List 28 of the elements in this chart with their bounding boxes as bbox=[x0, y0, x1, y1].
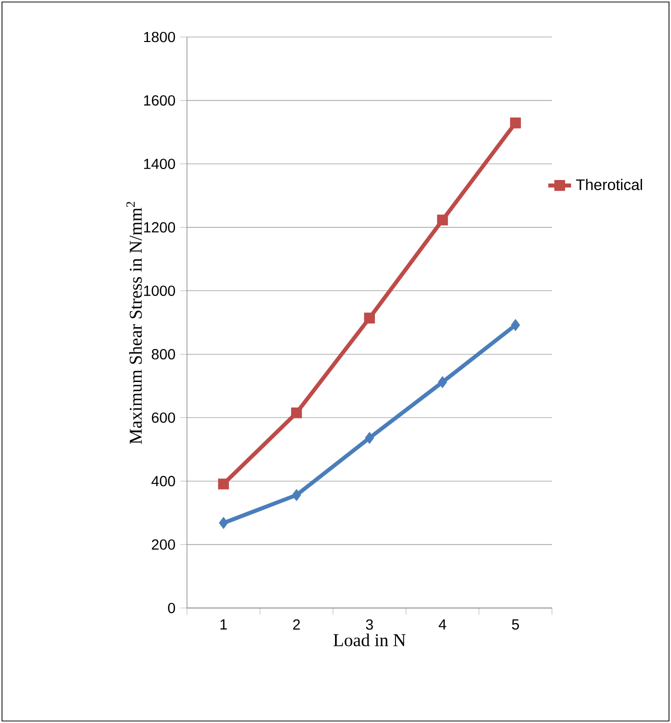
y-axis-title: Maximum Shear Stress in N/mm$^{2}$ bbox=[126, 202, 142, 444]
point bbox=[291, 408, 302, 418]
y-tick-label: 0 bbox=[168, 602, 176, 614]
x-tick-label: 3 bbox=[366, 619, 373, 630]
y-tick-label: 1600 bbox=[144, 95, 176, 106]
x-tick-label: 5 bbox=[512, 619, 519, 630]
point bbox=[364, 432, 374, 444]
y-tick-label: 1400 bbox=[144, 158, 176, 170]
point bbox=[364, 312, 375, 324]
point bbox=[437, 214, 448, 226]
y-tick-label: 1000 bbox=[144, 286, 176, 296]
legend-label: Therotical bbox=[576, 178, 642, 190]
y-tick-label: 200 bbox=[152, 539, 176, 550]
point bbox=[510, 118, 521, 128]
y-tick-label: 1200 bbox=[144, 222, 176, 233]
point bbox=[218, 478, 229, 490]
x-tick-label: 2 bbox=[293, 619, 300, 630]
x-axis-title: Load in N bbox=[334, 634, 406, 646]
point bbox=[438, 376, 448, 388]
point bbox=[218, 517, 228, 529]
point bbox=[510, 319, 520, 331]
y-tick-label: 600 bbox=[152, 412, 176, 423]
y-tick-label: 400 bbox=[151, 476, 176, 486]
point bbox=[292, 489, 302, 501]
y-tick-label: 800 bbox=[152, 349, 176, 360]
x-tick-label: 4 bbox=[438, 619, 446, 630]
x-tick-label: 1 bbox=[220, 619, 227, 630]
y-tick-label: 1800 bbox=[144, 32, 176, 42]
